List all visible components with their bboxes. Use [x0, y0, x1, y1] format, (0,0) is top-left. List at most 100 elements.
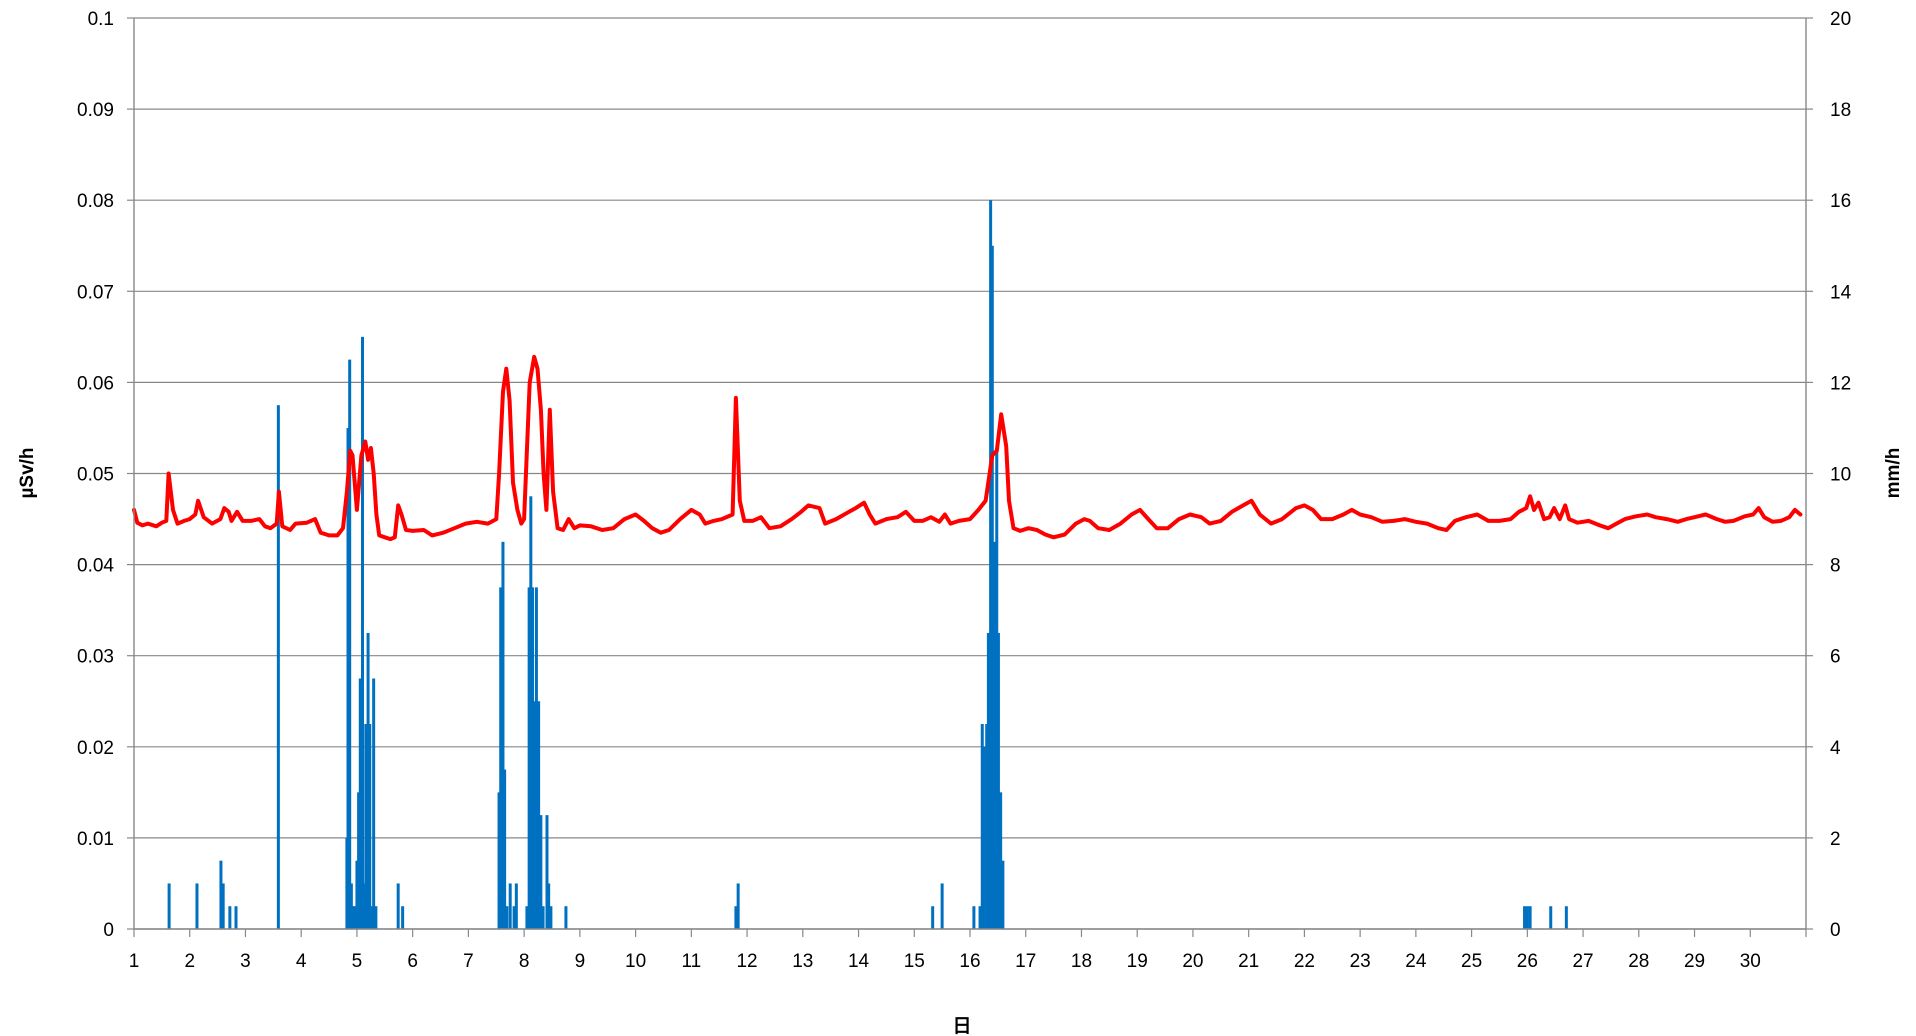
- rain-bar: [1564, 906, 1568, 929]
- x-tick-label: 19: [1127, 951, 1148, 972]
- dose-rate-line: [132, 354, 1803, 542]
- y-right-tick-label: 10: [1830, 465, 1851, 486]
- rain-bar: [736, 883, 740, 929]
- rain-bar: [541, 906, 545, 929]
- rain-bar: [357, 792, 361, 929]
- x-tick-label: 9: [575, 951, 586, 972]
- rain-bar: [348, 359, 352, 929]
- rain-bar: [993, 541, 997, 929]
- x-tick-label: 21: [1238, 951, 1259, 972]
- y-left-tick-label: 0.1: [88, 9, 114, 30]
- rain-bar: [564, 906, 568, 929]
- dose-line: [132, 354, 1803, 542]
- y-left-tick-label: 0.02: [77, 738, 114, 759]
- rain-bar: [549, 906, 553, 929]
- rain-bar: [527, 587, 531, 929]
- rain-bar: [374, 906, 378, 929]
- rain-bar: [234, 906, 238, 929]
- rain-bar: [985, 724, 989, 929]
- x-tick-label: 17: [1015, 951, 1036, 972]
- tick-labels: 0 0.01 0.02 0.03 0.04 0.05 0.06 0.07 0.08 0.09 0.1…: [77, 9, 1852, 972]
- y-right-tick-label: 12: [1830, 373, 1851, 394]
- x-tick-label: 1: [129, 951, 140, 972]
- rain-bar: [366, 632, 370, 929]
- x-tick-label: 8: [519, 951, 530, 972]
- x-tick-label: 3: [240, 951, 251, 972]
- x-tick-label: 4: [296, 951, 307, 972]
- rain-bar: [372, 678, 376, 929]
- x-tick-label: 7: [463, 951, 474, 972]
- x-tick-label: 12: [736, 951, 757, 972]
- rain-bar: [1001, 860, 1005, 929]
- rain-bar: [931, 906, 935, 929]
- y-right-tick-label: 20: [1830, 9, 1851, 30]
- rain-bar: [349, 883, 353, 929]
- rain-bar: [361, 336, 365, 930]
- rain-bar: [986, 632, 990, 929]
- y-axis-left-label: µSv/h: [17, 447, 38, 498]
- x-tick-label: 11: [681, 951, 701, 972]
- rain-bar: [396, 883, 400, 929]
- x-tick-label: 6: [407, 951, 418, 972]
- rain-bar: [547, 883, 551, 929]
- y-right-tick-label: 8: [1830, 556, 1841, 577]
- rain-bar: [351, 906, 355, 929]
- rain-bar: [989, 200, 993, 929]
- y-right-tick-label: 2: [1830, 829, 1841, 850]
- gridlines: [134, 17, 1806, 930]
- rain-bar: [167, 883, 171, 929]
- y-right-tick-label: 16: [1830, 191, 1851, 212]
- x-tick-label: 18: [1071, 951, 1092, 972]
- rain-bar: [996, 632, 1000, 929]
- rain-bar: [545, 815, 549, 929]
- x-tick-label: 2: [184, 951, 195, 972]
- x-tick-label: 14: [848, 951, 870, 972]
- x-tick-label: 28: [1628, 951, 1649, 972]
- x-tick-label: 10: [625, 951, 646, 972]
- rain-bars: [167, 200, 1568, 930]
- plot-frame: [127, 17, 1813, 937]
- rain-bar: [401, 906, 405, 929]
- rain-bar: [978, 906, 982, 929]
- rain-bar: [497, 792, 501, 929]
- y-left-tick-label: 0.03: [77, 647, 114, 668]
- x-tick-label: 20: [1182, 951, 1203, 972]
- rain-bar: [501, 541, 505, 929]
- rain-bar: [505, 906, 509, 929]
- y-right-tick-label: 0: [1830, 920, 1841, 941]
- rain-bar: [972, 906, 976, 929]
- rain-bar: [358, 678, 362, 929]
- rain-bar: [219, 860, 223, 929]
- rain-bar: [353, 906, 357, 929]
- x-tick-label: 16: [959, 951, 980, 972]
- rain-bar: [369, 906, 373, 929]
- x-tick-label: 23: [1350, 951, 1371, 972]
- y-left-tick-label: 0.06: [77, 373, 114, 394]
- x-tick-label: 24: [1405, 951, 1427, 972]
- rain-bar: [503, 769, 507, 929]
- x-tick-label: 29: [1684, 951, 1705, 972]
- rain-bar: [995, 450, 999, 929]
- rain-bar: [533, 701, 537, 929]
- rain-bar: [1523, 906, 1527, 929]
- x-tick-label: 27: [1572, 951, 1593, 972]
- x-tick-label: 22: [1294, 951, 1315, 972]
- rain-bar: [525, 906, 529, 929]
- rain-bar: [228, 906, 232, 929]
- rain-bar: [1525, 906, 1529, 929]
- rain-bar: [276, 405, 280, 929]
- y-right-tick-label: 4: [1830, 738, 1841, 759]
- rain-bar: [537, 701, 541, 929]
- rain-bar: [1549, 906, 1553, 929]
- rain-bar: [534, 587, 538, 929]
- rain-bar: [499, 587, 503, 929]
- rain-bar: [355, 860, 359, 929]
- x-tick-label: 15: [904, 951, 925, 972]
- x-tick-label: 13: [792, 951, 813, 972]
- rain-bar: [1528, 906, 1532, 929]
- rain-bar: [539, 815, 543, 929]
- rain-bar: [734, 906, 738, 929]
- y-left-tick-label: 0.04: [77, 556, 114, 577]
- x-axis-label: 日: [952, 1016, 971, 1036]
